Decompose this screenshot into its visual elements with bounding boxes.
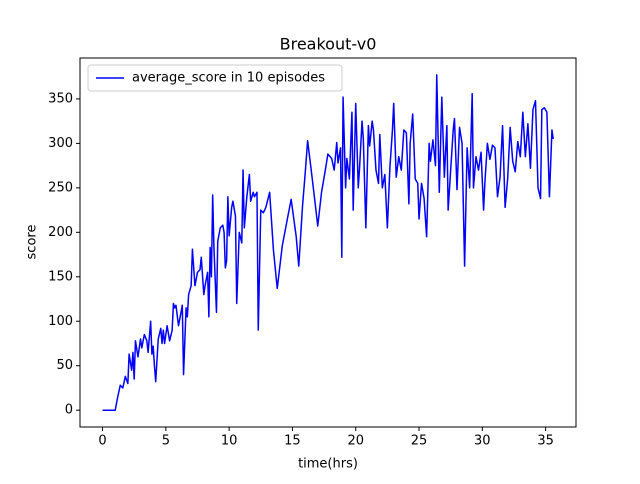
x-tick-label: 15 [284,434,301,449]
x-axis-label: time(hrs) [298,457,358,472]
y-tick-label: 50 [56,358,73,373]
y-axis-label: score [25,225,40,260]
y-tick-label: 300 [48,136,73,151]
y-tick-label: 350 [48,91,73,106]
line [102,74,554,411]
y-tick-label: 200 [48,225,73,240]
x-tick-label: 25 [411,434,428,449]
x-tick-label: 10 [221,434,238,449]
y-tick-label: 0 [65,403,73,418]
y-tick-label: 150 [48,269,73,284]
x-tick-label: 30 [474,434,491,449]
legend-label: average_score in 10 episodes [132,71,325,86]
x-tick-label: 0 [98,434,106,449]
x-tick-label: 20 [347,434,364,449]
chart-title: Breakout-v0 [280,35,377,54]
x-tick-label: 5 [162,434,170,449]
y-tick-label: 100 [48,314,73,329]
legend-box [87,64,343,92]
y-tick-label: 250 [48,180,73,195]
plot-frame [79,57,577,428]
x-tick-label: 35 [537,434,554,449]
